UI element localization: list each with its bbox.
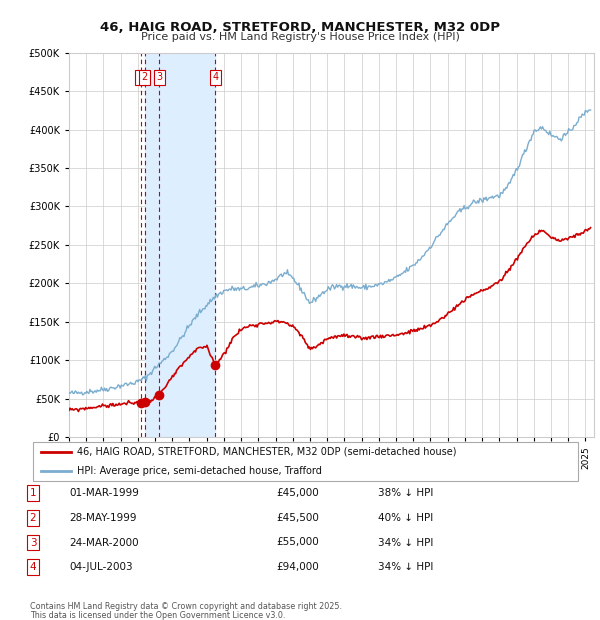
- Text: 1: 1: [137, 73, 143, 82]
- Text: £45,500: £45,500: [276, 513, 319, 523]
- Text: 40% ↓ HPI: 40% ↓ HPI: [378, 513, 433, 523]
- Text: 3: 3: [156, 73, 162, 82]
- Bar: [145, 53, 215, 437]
- Text: 4: 4: [29, 562, 37, 572]
- Text: Contains HM Land Registry data © Crown copyright and database right 2025.: Contains HM Land Registry data © Crown c…: [30, 602, 342, 611]
- Text: 2: 2: [142, 73, 148, 82]
- Text: 46, HAIG ROAD, STRETFORD, MANCHESTER, M32 0DP (semi-detached house): 46, HAIG ROAD, STRETFORD, MANCHESTER, M3…: [77, 446, 457, 456]
- Text: Price paid vs. HM Land Registry's House Price Index (HPI): Price paid vs. HM Land Registry's House …: [140, 32, 460, 42]
- Text: This data is licensed under the Open Government Licence v3.0.: This data is licensed under the Open Gov…: [30, 611, 286, 619]
- Text: £45,000: £45,000: [276, 488, 319, 498]
- Text: 46, HAIG ROAD, STRETFORD, MANCHESTER, M32 0DP: 46, HAIG ROAD, STRETFORD, MANCHESTER, M3…: [100, 21, 500, 34]
- Text: £94,000: £94,000: [276, 562, 319, 572]
- Text: 04-JUL-2003: 04-JUL-2003: [69, 562, 133, 572]
- Text: £55,000: £55,000: [276, 538, 319, 547]
- Text: HPI: Average price, semi-detached house, Trafford: HPI: Average price, semi-detached house,…: [77, 466, 322, 476]
- FancyBboxPatch shape: [33, 442, 578, 481]
- Text: 1: 1: [29, 488, 37, 498]
- Text: 3: 3: [29, 538, 37, 547]
- Text: 38% ↓ HPI: 38% ↓ HPI: [378, 488, 433, 498]
- Text: 24-MAR-2000: 24-MAR-2000: [69, 538, 139, 547]
- Text: 34% ↓ HPI: 34% ↓ HPI: [378, 538, 433, 547]
- Text: 34% ↓ HPI: 34% ↓ HPI: [378, 562, 433, 572]
- Text: 4: 4: [212, 73, 218, 82]
- Text: 2: 2: [29, 513, 37, 523]
- Text: 28-MAY-1999: 28-MAY-1999: [69, 513, 137, 523]
- Text: 01-MAR-1999: 01-MAR-1999: [69, 488, 139, 498]
